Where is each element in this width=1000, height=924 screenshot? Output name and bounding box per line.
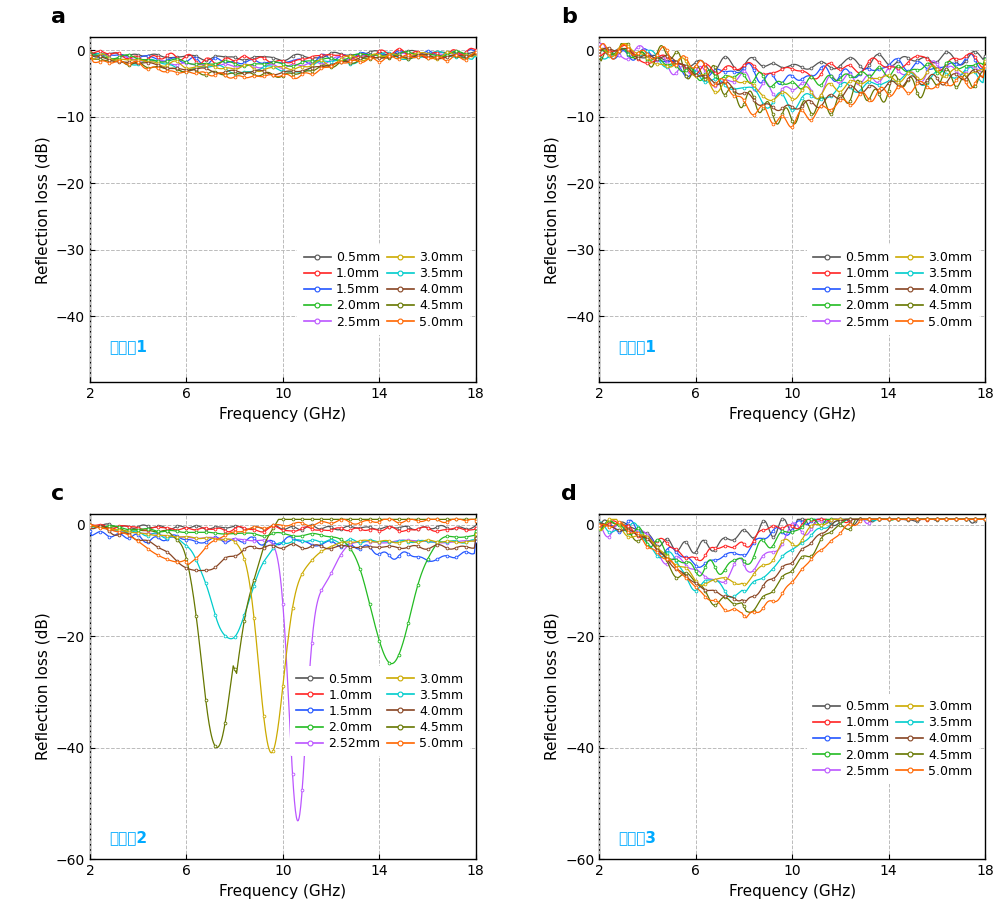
Text: 对比例1: 对比例1: [109, 339, 147, 355]
Legend: 0.5mm, 1.0mm, 1.5mm, 2.0mm, 2.52mm, 3.0mm, 3.5mm, 4.0mm, 4.5mm, 5.0mm: 0.5mm, 1.0mm, 1.5mm, 2.0mm, 2.52mm, 3.0m…: [290, 666, 470, 757]
Text: c: c: [51, 484, 65, 504]
X-axis label: Frequency (GHz): Frequency (GHz): [729, 883, 856, 899]
X-axis label: Frequency (GHz): Frequency (GHz): [219, 407, 346, 422]
X-axis label: Frequency (GHz): Frequency (GHz): [219, 883, 346, 899]
Legend: 0.5mm, 1.0mm, 1.5mm, 2.0mm, 2.5mm, 3.0mm, 3.5mm, 4.0mm, 4.5mm, 5.0mm: 0.5mm, 1.0mm, 1.5mm, 2.0mm, 2.5mm, 3.0mm…: [806, 694, 979, 784]
Legend: 0.5mm, 1.0mm, 1.5mm, 2.0mm, 2.5mm, 3.0mm, 3.5mm, 4.0mm, 4.5mm, 5.0mm: 0.5mm, 1.0mm, 1.5mm, 2.0mm, 2.5mm, 3.0mm…: [297, 245, 470, 334]
Text: 实施例3: 实施例3: [619, 830, 657, 845]
Y-axis label: Reflection loss (dB): Reflection loss (dB): [35, 613, 50, 760]
Y-axis label: Reflection loss (dB): Reflection loss (dB): [545, 136, 560, 284]
Text: 实施例2: 实施例2: [109, 830, 147, 845]
Legend: 0.5mm, 1.0mm, 1.5mm, 2.0mm, 2.5mm, 3.0mm, 3.5mm, 4.0mm, 4.5mm, 5.0mm: 0.5mm, 1.0mm, 1.5mm, 2.0mm, 2.5mm, 3.0mm…: [806, 245, 979, 334]
Y-axis label: Reflection loss (dB): Reflection loss (dB): [545, 613, 560, 760]
Text: a: a: [51, 7, 66, 27]
Text: b: b: [561, 7, 577, 27]
Text: d: d: [561, 484, 577, 504]
Y-axis label: Reflection loss (dB): Reflection loss (dB): [35, 136, 50, 284]
X-axis label: Frequency (GHz): Frequency (GHz): [729, 407, 856, 422]
Text: 实施例1: 实施例1: [619, 339, 656, 355]
